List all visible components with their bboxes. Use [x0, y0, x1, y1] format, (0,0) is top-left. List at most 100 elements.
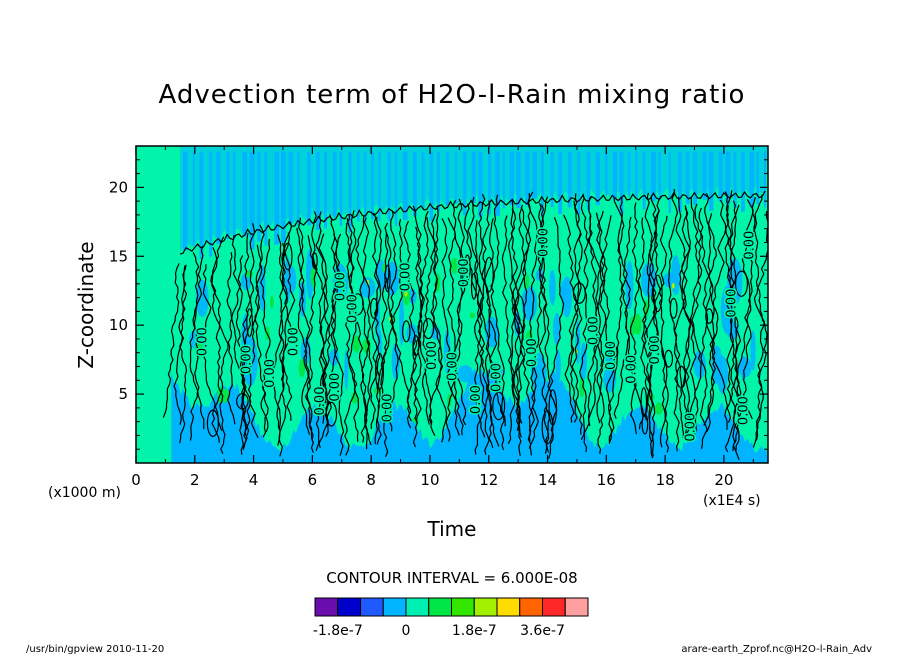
field-patch — [336, 279, 345, 289]
contour-line — [311, 252, 318, 270]
streak-mark — [658, 151, 661, 200]
colorbar-swatch — [496, 597, 521, 617]
colorbar-swatch — [405, 597, 430, 617]
field-patch — [750, 330, 756, 371]
streak-mark — [421, 151, 425, 210]
contour-label: 0.00 — [313, 387, 328, 416]
colorbar-swatch — [360, 597, 384, 617]
streak-mark — [437, 151, 440, 212]
field-patch — [549, 269, 556, 306]
streak-mark — [199, 151, 204, 259]
contour-line — [323, 214, 339, 427]
streak-mark — [502, 151, 505, 209]
contour-line — [490, 194, 506, 427]
streak-mark — [685, 151, 690, 205]
contour-line — [403, 220, 422, 424]
contour-label: 0.00 — [425, 341, 440, 370]
streak-mark — [516, 151, 521, 209]
contour-line — [579, 193, 589, 441]
contour-line — [254, 224, 269, 438]
y-axis-label: Z-coordinate — [74, 241, 98, 368]
contour-line — [464, 254, 471, 282]
contour-line — [543, 217, 565, 454]
contour-layer — [162, 188, 768, 461]
streak-mark — [232, 151, 236, 240]
contour-label: 0.00 — [398, 262, 413, 291]
streak-mark — [478, 151, 483, 218]
contour-line — [564, 200, 583, 423]
contour-line — [510, 199, 533, 442]
plot-frame — [135, 145, 769, 464]
contour-line — [453, 198, 466, 436]
streak-mark — [316, 151, 320, 230]
contour-line — [347, 210, 360, 442]
field-patch — [580, 342, 587, 381]
contour-labels: 0.000.00 0.000.000.00 0.000.000.000.000.00… — [194, 227, 759, 444]
contour-line — [732, 194, 763, 461]
streak-mark — [558, 151, 563, 214]
field-patch — [270, 295, 274, 309]
contour-label: 0.00 — [469, 385, 484, 414]
colorbar-swatch — [542, 597, 566, 617]
y-tick-label: 15 — [109, 247, 128, 265]
streak-mark — [183, 151, 188, 251]
streak-mark — [429, 151, 434, 221]
contour-line — [277, 234, 288, 457]
colorbar-swatch — [337, 597, 361, 617]
streak-mark — [532, 151, 537, 199]
field-patch — [404, 290, 408, 297]
colorbar-swatch — [519, 597, 543, 617]
streak-mark — [525, 151, 530, 206]
streak-mark — [333, 151, 337, 218]
field-patch — [488, 361, 503, 386]
streak-mark — [324, 151, 327, 229]
y-tick-label: 10 — [109, 316, 128, 334]
field-patch — [530, 353, 547, 394]
contour-line — [415, 226, 430, 425]
contour-line — [529, 204, 546, 456]
y-tick-label: 5 — [118, 385, 128, 403]
contour-line — [430, 205, 448, 443]
contour-line — [548, 389, 558, 426]
contour-label: 0.00 — [381, 393, 396, 422]
streak-mark — [725, 151, 731, 204]
x-tick-label: 4 — [249, 471, 259, 489]
contour-line — [355, 215, 372, 443]
streak-mark — [307, 151, 311, 226]
x-tick-label: 8 — [366, 471, 376, 489]
contour-line — [375, 352, 385, 390]
contour-line — [239, 222, 256, 455]
contour-line — [202, 264, 220, 443]
contour-line — [315, 211, 328, 448]
streak-mark — [281, 151, 286, 243]
x-tick-label: 0 — [131, 471, 141, 489]
contour-label: 0.00 — [525, 338, 540, 367]
x-tick-label: 14 — [538, 471, 557, 489]
streak-mark — [741, 151, 745, 212]
contour-line — [210, 247, 229, 431]
field-patch — [306, 248, 314, 299]
contour-line — [297, 217, 311, 435]
streak-mark — [619, 151, 624, 215]
x-tick-label: 12 — [479, 471, 498, 489]
contour-line — [734, 270, 748, 297]
field-patch — [298, 358, 306, 378]
contour-line — [724, 190, 742, 451]
contour-line — [726, 200, 737, 423]
field-patch — [469, 312, 475, 319]
contour-line — [162, 263, 180, 418]
contour-label: 0.00 — [287, 327, 302, 356]
contour-line — [231, 235, 248, 448]
colorbar-label: 1.8e-7 — [452, 623, 497, 639]
contour-line — [307, 235, 328, 424]
field-patch — [525, 275, 530, 290]
contour-line — [675, 196, 692, 439]
contour-line — [282, 242, 293, 271]
contour-line — [447, 217, 467, 426]
contour-label: 0.00 — [263, 359, 278, 388]
contour-label: 0.00 — [445, 352, 460, 381]
colorbar-label: -1.8e-7 — [313, 623, 363, 639]
contour-line — [189, 245, 205, 430]
contour-line — [178, 264, 188, 444]
field-patch — [391, 343, 400, 380]
